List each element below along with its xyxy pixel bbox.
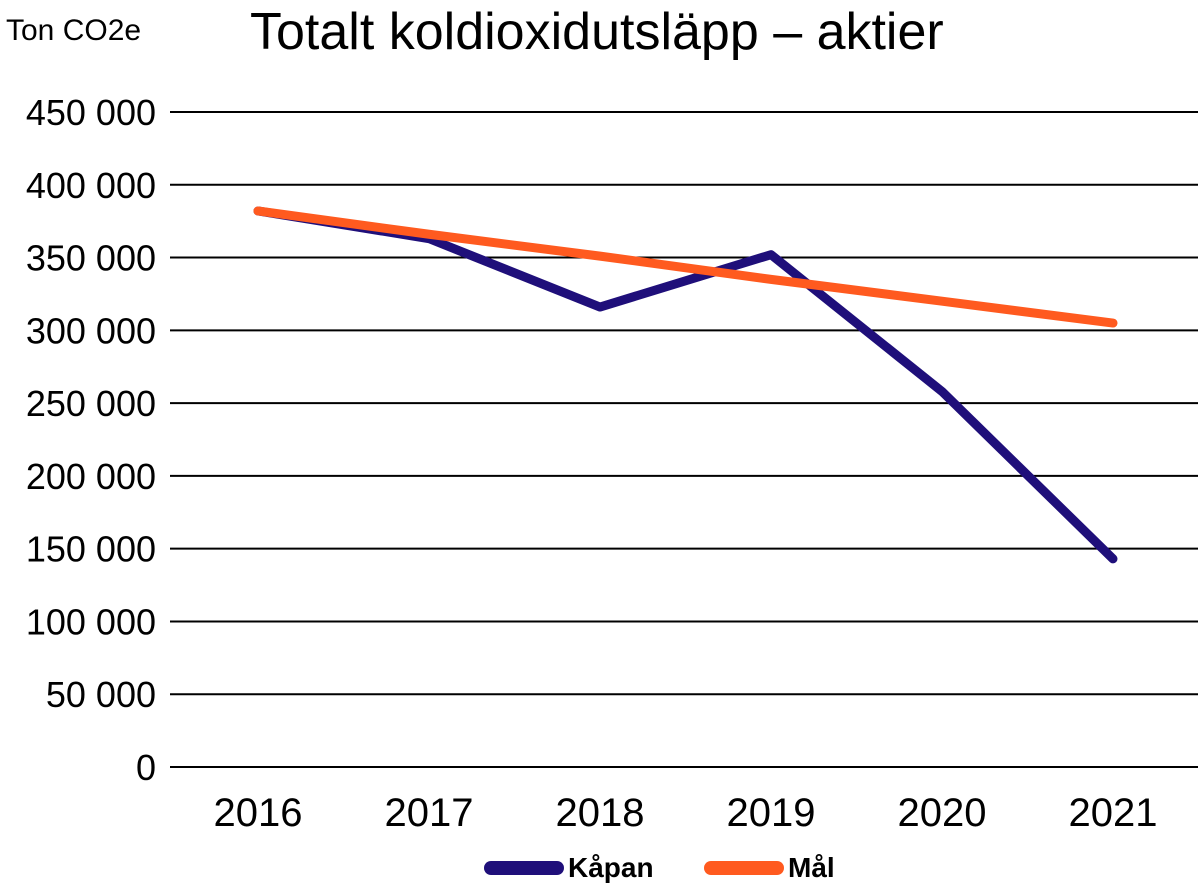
legend-label-kapan: Kåpan	[568, 852, 654, 883]
legend-swatch-kapan	[484, 861, 564, 875]
series-line-kapan	[253, 206, 1118, 564]
y-tick-label: 50 000	[46, 674, 156, 715]
legend-label-mal: Mål	[788, 852, 835, 883]
legend-item-kapan: Kåpan	[484, 852, 654, 884]
y-tick-label: 350 000	[26, 238, 156, 279]
x-tick-label: 2016	[214, 791, 303, 835]
gridlines	[170, 111, 1198, 768]
y-tick-label: 250 000	[26, 383, 156, 424]
y-tick-label: 300 000	[26, 310, 156, 351]
y-tick-label: 450 000	[26, 92, 156, 133]
y-tick-label: 100 000	[26, 601, 156, 642]
y-tick-label: 150 000	[26, 529, 156, 570]
series-lines	[253, 206, 1118, 564]
y-tick-label: 400 000	[26, 165, 156, 206]
series-line-mal	[253, 206, 1118, 328]
x-tick-label: 2020	[898, 791, 987, 835]
x-tick-label: 2018	[556, 791, 645, 835]
x-tick-label: 2021	[1069, 791, 1158, 835]
x-axis-ticks: 2016 2017 2018 2019 2020 2021	[214, 791, 1158, 835]
y-tick-label: 200 000	[26, 456, 156, 497]
x-tick-label: 2019	[727, 791, 816, 835]
chart-title: Totalt koldioxidutsläpp – aktier	[250, 3, 944, 61]
legend: Kåpan Mål	[0, 852, 1200, 888]
legend-item-mal: Mål	[704, 852, 835, 884]
y-tick-label: 0	[136, 747, 156, 788]
y-axis-ticks: 0 50 000 100 000 150 000 200 000 250 000 300 0…	[26, 92, 156, 788]
legend-swatch-mal	[704, 861, 784, 875]
y-axis-label: Ton CO2e	[6, 14, 142, 47]
x-tick-label: 2017	[385, 791, 474, 835]
